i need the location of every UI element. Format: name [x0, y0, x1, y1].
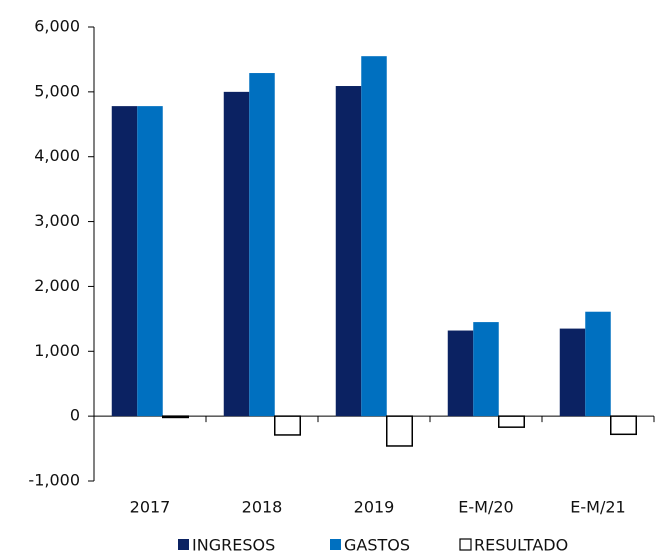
- x-tick-label: 2018: [242, 498, 283, 517]
- legend-swatch: [178, 539, 189, 550]
- bar: [610, 415, 637, 436]
- y-tick-label: 2,000: [34, 276, 80, 295]
- legend-label: RESULTADO: [474, 536, 568, 555]
- legend-label: GASTOS: [344, 536, 410, 555]
- y-tick-label: 4,000: [34, 146, 80, 165]
- bar: [473, 322, 499, 417]
- bar: [585, 311, 611, 417]
- bar: [559, 328, 586, 417]
- bar: [223, 91, 250, 417]
- x-tick-label: E-M/20: [458, 498, 513, 517]
- x-tick-label: 2017: [130, 498, 171, 517]
- y-tick-label: 3,000: [34, 211, 80, 230]
- legend-swatch: [459, 538, 472, 551]
- y-tick-label: 1,000: [34, 341, 80, 360]
- y-tick-label: 6,000: [34, 17, 80, 36]
- bar: [386, 415, 413, 447]
- y-tick-label: -1,000: [28, 471, 80, 490]
- bar: [335, 86, 362, 417]
- x-tick-label: 2019: [354, 498, 395, 517]
- y-tick-label: 0: [70, 406, 80, 425]
- bar: [249, 73, 275, 417]
- bar: [498, 415, 525, 428]
- bar: [447, 330, 474, 417]
- bar: [111, 106, 138, 417]
- x-tick-label: E-M/21: [570, 498, 625, 517]
- legend-swatch: [330, 539, 341, 550]
- legend-label: INGRESOS: [192, 536, 275, 555]
- y-tick-label: 5,000: [34, 81, 80, 100]
- bar: [137, 106, 163, 417]
- bar: [361, 56, 387, 417]
- bar: [162, 415, 189, 419]
- bar: [274, 415, 301, 436]
